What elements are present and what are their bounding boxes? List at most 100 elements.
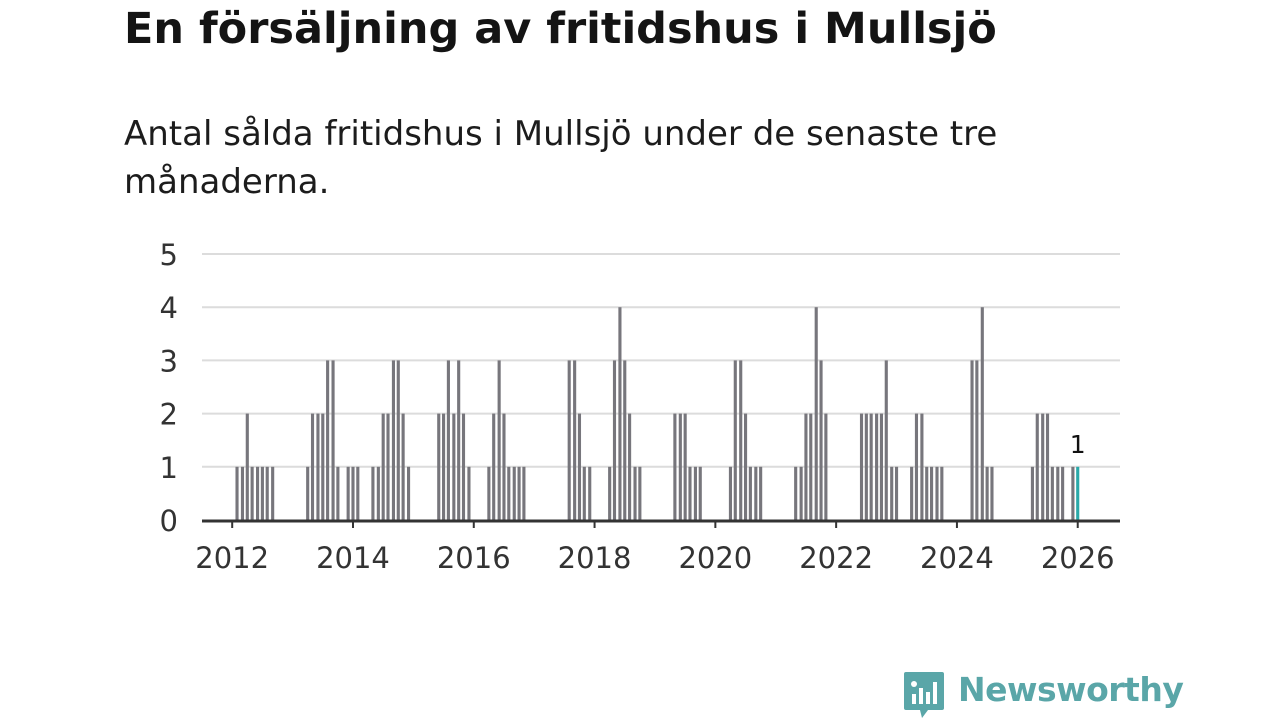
bar [260, 466, 264, 520]
x-tick-label: 2024 [920, 541, 994, 575]
bar [980, 307, 984, 520]
bar [688, 466, 692, 520]
bar [743, 413, 748, 520]
bar [638, 466, 642, 520]
bar [396, 360, 400, 520]
bar [910, 466, 914, 520]
bar [240, 466, 245, 520]
bar [310, 413, 315, 520]
x-tick-label: 2022 [799, 541, 873, 575]
bar [326, 360, 330, 520]
highlight-value-label: 1 [1070, 430, 1086, 459]
chart-subtitle: Antal sålda fritidshus i Mullsjö under d… [124, 114, 998, 202]
bar [391, 360, 396, 520]
grid-lines [202, 253, 1120, 468]
bar [623, 360, 627, 520]
bar [573, 360, 577, 520]
bar [401, 413, 405, 520]
bar [245, 413, 249, 520]
bar [985, 466, 989, 520]
bar [235, 466, 239, 520]
bar [512, 466, 516, 520]
bar [890, 466, 894, 520]
bar [754, 466, 758, 520]
bar [502, 413, 506, 520]
bar [446, 360, 450, 520]
bar [1056, 466, 1060, 520]
bar [970, 360, 974, 520]
bar [794, 466, 798, 520]
bar [728, 466, 733, 520]
bar [497, 360, 501, 520]
x-tick-label: 2018 [558, 541, 632, 575]
bar [814, 307, 818, 520]
bar [316, 413, 320, 520]
bar [940, 466, 944, 520]
bar [256, 466, 260, 520]
bar [1035, 413, 1039, 520]
bar [336, 466, 340, 520]
bar [824, 413, 828, 520]
bar [875, 413, 879, 520]
bar [925, 466, 929, 520]
newsworthy-logo-icon [904, 672, 944, 718]
x-tick-label: 2020 [678, 541, 752, 575]
newsworthy-logo: Newsworthy [902, 670, 1184, 720]
y-tick-label: 5 [160, 238, 178, 272]
bar [331, 360, 335, 520]
bar [442, 413, 446, 520]
bar [819, 360, 823, 520]
bar [356, 466, 360, 520]
bar [487, 466, 491, 520]
y-tick-label: 4 [160, 291, 178, 325]
bar [879, 413, 884, 520]
bar [265, 466, 269, 520]
data-labels: 1 [1070, 430, 1086, 459]
bar [748, 466, 752, 520]
bar [351, 466, 355, 520]
x-tick-label: 2016 [437, 541, 511, 575]
bar [804, 413, 808, 520]
bar [678, 413, 682, 520]
bar [935, 466, 939, 520]
bar [567, 360, 571, 520]
bar [920, 413, 924, 520]
brand-name: Newsworthy [958, 670, 1184, 709]
highlight-bar [1076, 466, 1080, 520]
bars [235, 307, 1080, 520]
y-tick-label: 3 [160, 344, 178, 378]
bar [618, 307, 622, 520]
bar [1071, 466, 1075, 520]
bar [457, 360, 461, 520]
bar [306, 466, 310, 520]
bar [869, 413, 873, 520]
bar [588, 466, 592, 520]
x-axis: 2012 2014 2016 2018 2020 2022 2024 2026 [195, 519, 1120, 575]
x-tick-label: 2026 [1041, 541, 1115, 575]
bar [809, 413, 813, 520]
bar [321, 413, 325, 520]
x-tick-label: 2014 [316, 541, 390, 575]
bar [1050, 466, 1054, 520]
bar [608, 466, 612, 520]
bar [437, 413, 441, 520]
bar [381, 413, 385, 520]
bar [683, 413, 687, 520]
y-axis-ticks: 0 1 2 3 4 5 [160, 238, 178, 538]
bar [461, 413, 466, 520]
bar [582, 466, 586, 520]
bar [673, 413, 677, 520]
bar [522, 466, 526, 520]
bar [371, 466, 375, 520]
bar [386, 413, 390, 520]
bar [452, 413, 456, 520]
bar [930, 466, 934, 520]
bar [492, 413, 496, 520]
x-tick-label: 2012 [195, 541, 269, 575]
bar [859, 413, 864, 520]
bar [507, 466, 511, 520]
bar [698, 466, 702, 520]
bar [577, 413, 582, 520]
y-tick-label: 1 [160, 451, 178, 485]
